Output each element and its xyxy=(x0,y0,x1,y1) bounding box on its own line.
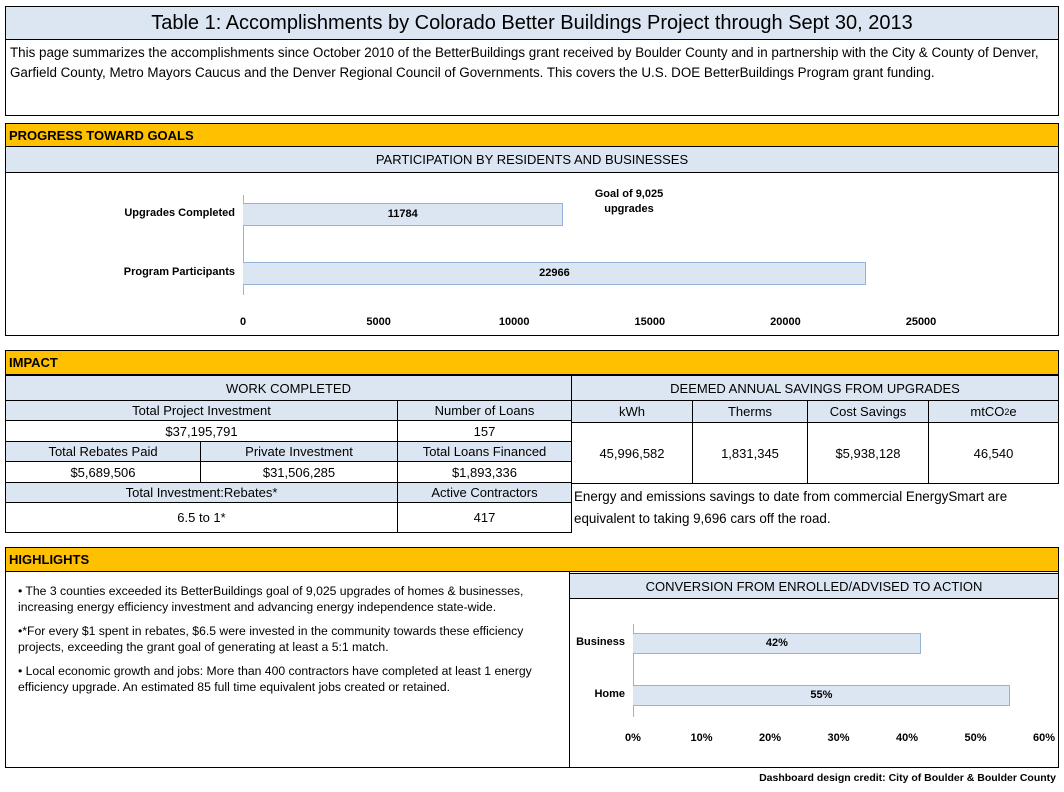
conversion-bar-0 xyxy=(633,632,921,654)
investment-rebates-label: Total Investment:Rebates* xyxy=(5,482,398,503)
total-rebates-paid-value: $5,689,506 xyxy=(5,461,201,483)
participation-tick-label-3: 15000 xyxy=(634,316,666,328)
conversion-category-label-1: Home xyxy=(594,688,625,700)
number-of-loans-label: Number of Loans xyxy=(397,400,572,421)
goal-annotation: Goal of 9,025 upgrades xyxy=(594,188,664,215)
impact-section-header: IMPACT xyxy=(5,350,1059,375)
participation-tick-label-2: 10000 xyxy=(498,316,530,328)
participation-chart: 11784 Upgrades Completed 22966 Program Part… xyxy=(5,173,1059,336)
work-completed-header: WORK COMPLETED xyxy=(5,375,572,401)
therms-label: Therms xyxy=(692,400,808,423)
conversion-tick-label-6: 60% xyxy=(1032,732,1056,744)
total-project-investment-label: Total Project Investment xyxy=(5,400,398,421)
mtco2e-label-text: mtCO xyxy=(970,404,1005,419)
conversion-tick-label-4: 40% xyxy=(895,732,919,744)
conversion-tick-label-0: 0% xyxy=(625,732,641,744)
conversion-chart: 42% Business 55% Home 0% 10% 20% 30% 40% 50% 60% xyxy=(569,599,1059,767)
highlights-divider xyxy=(569,572,570,768)
conversion-value-label-1: 55% xyxy=(810,689,833,701)
mtco2e-label-subscript: 2 xyxy=(1004,406,1010,417)
highlights-list: • The 3 counties exceeded its BetterBuil… xyxy=(18,583,563,703)
private-investment-value: $31,506,285 xyxy=(200,461,398,483)
active-contractors-label: Active Contractors xyxy=(397,482,572,503)
savings-header: DEEMED ANNUAL SAVINGS FROM UPGRADES xyxy=(571,375,1059,401)
participation-tick-label-5: 25000 xyxy=(905,316,937,328)
page-title: Table 1: Accomplishments by Colorado Bet… xyxy=(5,6,1059,40)
conversion-tick-label-5: 50% xyxy=(964,732,987,744)
private-investment-label: Private Investment xyxy=(200,441,398,462)
cost-savings-label: Cost Savings xyxy=(807,400,929,423)
highlight-item: •*For every $1 spent in rebates, $6.5 we… xyxy=(18,624,524,654)
participation-axis-line xyxy=(243,195,244,295)
total-loans-financed-label: Total Loans Financed xyxy=(397,441,572,462)
therms-value: 1,831,345 xyxy=(692,422,808,484)
total-project-investment-value: $37,195,791 xyxy=(5,420,398,442)
progress-section-header: PROGRESS TOWARD GOALS xyxy=(5,123,1059,147)
participation-value-label-0: 11784 xyxy=(387,208,418,220)
highlight-item: • Local economic growth and jobs: More t… xyxy=(18,664,532,694)
participation-value-label-1: 22966 xyxy=(539,267,570,279)
intro-text: This page summarizes the accomplishments… xyxy=(5,40,1059,116)
highlights-panel xyxy=(5,572,1059,768)
participation-chart-title: PARTICIPATION BY RESIDENTS AND BUSINESSE… xyxy=(5,147,1059,173)
total-rebates-paid-label: Total Rebates Paid xyxy=(5,441,201,462)
investment-rebates-value: 6.5 to 1* xyxy=(5,502,398,533)
conversion-category-label-0: Business xyxy=(576,636,625,648)
design-credit: Dashboard design credit: City of Boulder… xyxy=(759,772,1056,784)
cost-savings-value: $5,938,128 xyxy=(807,422,929,484)
participation-category-label-0: Upgrades Completed xyxy=(124,207,235,219)
conversion-bar-1 xyxy=(633,684,1010,706)
participation-tick-label-0: 0 xyxy=(239,316,247,328)
conversion-tick-label-3: 30% xyxy=(827,732,850,744)
total-loans-financed-value: $1,893,336 xyxy=(397,461,572,483)
mtco2e-label-suffix: e xyxy=(1009,404,1017,419)
conversion-axis-line xyxy=(633,624,634,717)
conversion-tick-label-1: 10% xyxy=(690,732,713,744)
mtco2e-value: 46,540 xyxy=(928,422,1059,484)
participation-bar-1 xyxy=(243,261,866,285)
kwh-label: kWh xyxy=(571,400,693,423)
participation-bar-0 xyxy=(243,202,563,226)
kwh-value: 45,996,582 xyxy=(571,422,693,484)
highlight-item: • The 3 counties exceeded its BetterBuil… xyxy=(18,584,524,614)
participation-category-label-1: Program Participants xyxy=(123,266,235,278)
equivalence-note: Energy and emissions savings to date fro… xyxy=(574,489,1008,526)
number-of-loans-value: 157 xyxy=(397,420,572,442)
conversion-tick-label-2: 20% xyxy=(758,732,782,744)
participation-tick-label-1: 5000 xyxy=(366,316,391,328)
conversion-chart-title: CONVERSION FROM ENROLLED/ADVISED TO ACTI… xyxy=(569,573,1059,599)
highlights-section-header: HIGHLIGHTS xyxy=(5,547,1059,572)
participation-tick-label-4: 20000 xyxy=(770,316,801,328)
conversion-value-label-0: 42% xyxy=(765,637,788,649)
participation-chart-plot: 11784 Upgrades Completed 22966 Program Part… xyxy=(6,173,1058,335)
mtco2e-label: mtCO 2 e xyxy=(928,400,1059,423)
active-contractors-value: 417 xyxy=(397,502,572,533)
